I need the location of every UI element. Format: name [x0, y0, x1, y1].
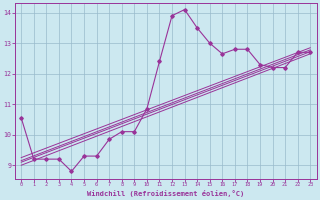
X-axis label: Windchill (Refroidissement éolien,°C): Windchill (Refroidissement éolien,°C) — [87, 190, 244, 197]
